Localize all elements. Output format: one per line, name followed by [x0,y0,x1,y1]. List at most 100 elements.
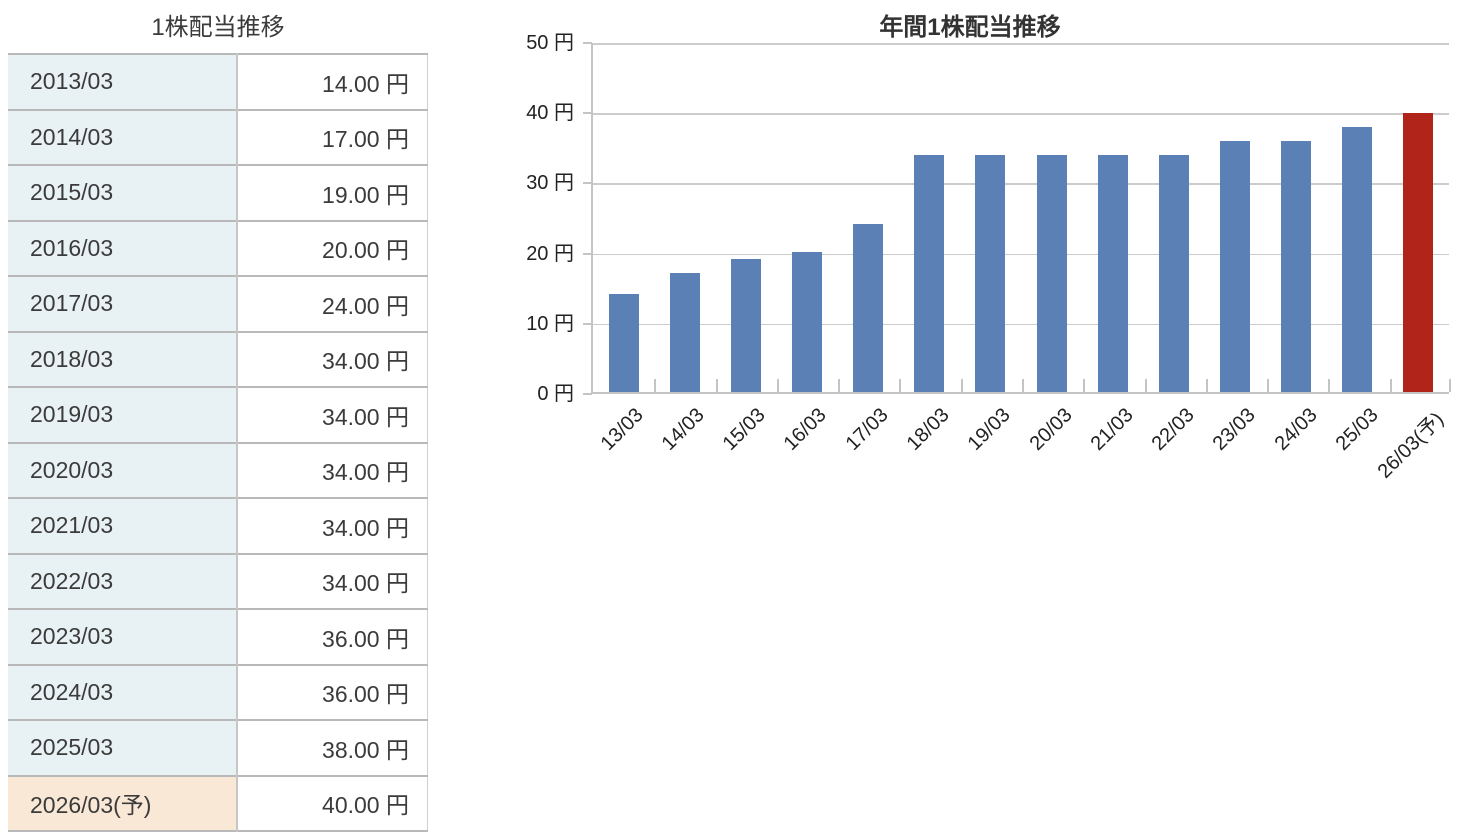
dividend-table-panel: 1株配当推移 2013/03 14.00 円 2014/03 17.00 円 2015/… [8,0,428,832]
bar-slot [1204,43,1265,392]
chart-title: 年間1株配当推移 [879,14,1061,41]
value-cell: 40.00 円 [237,774,428,831]
period-cell: 2016/03 [8,219,238,276]
x-axis-tick [1083,379,1086,392]
period-cell: 2022/03 [8,552,238,609]
bar-series [593,43,1449,392]
y-axis-tick [583,393,592,395]
table-row: 2025/03 38.00 円 [8,719,428,776]
value-cell: 19.00 円 [237,164,428,221]
dividend-table: 2013/03 14.00 円 2014/03 17.00 円 2015/03 19.00… [8,53,428,832]
bar-slot [593,43,654,392]
y-axis-label: 40 円 [526,102,574,125]
bar-21/03 [1097,154,1128,392]
value-cell: 14.00 円 [237,53,428,110]
bar-18/03 [914,154,945,392]
value-cell: 24.00 円 [237,275,428,332]
dividend-table-body: 2013/03 14.00 円 2014/03 17.00 円 2015/03 19.00… [8,53,428,831]
bar-26/03(予) [1403,112,1434,392]
table-row: 2017/03 24.00 円 [8,275,428,332]
bar-24/03 [1281,140,1312,392]
period-cell: 2025/03 [8,719,238,776]
y-axis-tick [583,252,592,255]
x-axis-tick [1022,379,1024,392]
chart-plot-area [591,43,1451,394]
table-row: 2024/03 36.00 円 [8,663,428,720]
y-axis-label: 10 円 [526,312,574,335]
x-axis-tick [899,379,902,392]
x-axis-tick [1449,379,1451,392]
table-row: 2016/03 20.00 円 [8,219,428,276]
value-cell: 36.00 円 [237,608,428,665]
value-cell: 34.00 円 [237,497,428,554]
y-axis-label: 20 円 [526,242,574,265]
value-cell: 34.00 円 [237,441,428,498]
bar-19/03 [975,154,1006,392]
x-axis-tick [1205,379,1208,392]
x-axis-tick [776,379,779,392]
bar-22/03 [1158,154,1189,392]
x-axis-tick [715,379,718,392]
bar-slot [1143,43,1204,392]
y-axis-label: 50 円 [526,32,574,54]
period-cell: 2018/03 [8,330,238,387]
table-row: 2019/03 34.00 円 [8,386,428,443]
bar-slot [960,43,1021,392]
period-cell: 2023/03 [8,608,238,665]
bar-slot [1327,43,1388,392]
table-row: 2013/03 14.00 円 [8,53,428,110]
bar-17/03 [853,224,884,392]
period-cell: 2013/03 [8,53,238,110]
period-cell: 2026/03(予) [8,774,238,831]
y-axis-tick [583,112,592,115]
y-axis-tick [583,42,592,44]
bar-slot [715,43,776,392]
table-row: 2015/03 19.00 円 [8,164,428,221]
table-row: 2020/03 34.00 円 [8,441,428,498]
value-cell: 17.00 円 [237,108,428,165]
bar-15/03 [730,259,761,392]
gridline [593,323,1449,326]
bar-slot [1082,43,1143,392]
bar-slot [838,43,899,392]
table-row: 2023/03 36.00 円 [8,608,428,665]
value-cell: 34.00 円 [237,552,428,609]
x-axis-tick [1144,379,1147,392]
dividend-table-title: 1株配当推移 [151,14,285,41]
bar-25/03 [1342,126,1373,392]
period-cell: 2021/03 [8,497,238,554]
x-axis-tick [838,379,841,392]
value-cell: 38.00 円 [237,719,428,776]
period-cell: 2020/03 [8,441,238,498]
gridline [593,43,1449,45]
table-row: 2021/03 34.00 円 [8,497,428,554]
bar-slot [654,43,715,392]
bar-slot [1388,43,1449,392]
period-cell: 2017/03 [8,275,238,332]
period-cell: 2024/03 [8,663,238,720]
y-axis-tick [583,322,592,325]
y-axis-tick [583,182,592,185]
value-cell: 36.00 円 [237,663,428,720]
value-cell: 34.00 円 [237,386,428,443]
bar-slot [899,43,960,392]
bar-23/03 [1219,140,1250,392]
gridline [593,183,1449,185]
table-row: 2014/03 17.00 円 [8,108,428,165]
x-axis-tick [1267,379,1270,392]
x-axis-tick [1328,379,1331,392]
bar-14/03 [669,273,700,392]
period-cell: 2015/03 [8,164,238,221]
bar-slot [1021,43,1082,392]
gridline [593,113,1449,115]
bar-slot [1266,43,1327,392]
table-row: 2018/03 34.00 円 [8,330,428,387]
value-cell: 34.00 円 [237,330,428,387]
y-axis-label: 0 円 [537,383,574,405]
gridline [593,253,1449,256]
x-axis-tick [1389,379,1392,392]
y-axis-label: 30 円 [526,172,574,195]
value-cell: 20.00 円 [237,219,428,276]
bar-slot [776,43,837,392]
